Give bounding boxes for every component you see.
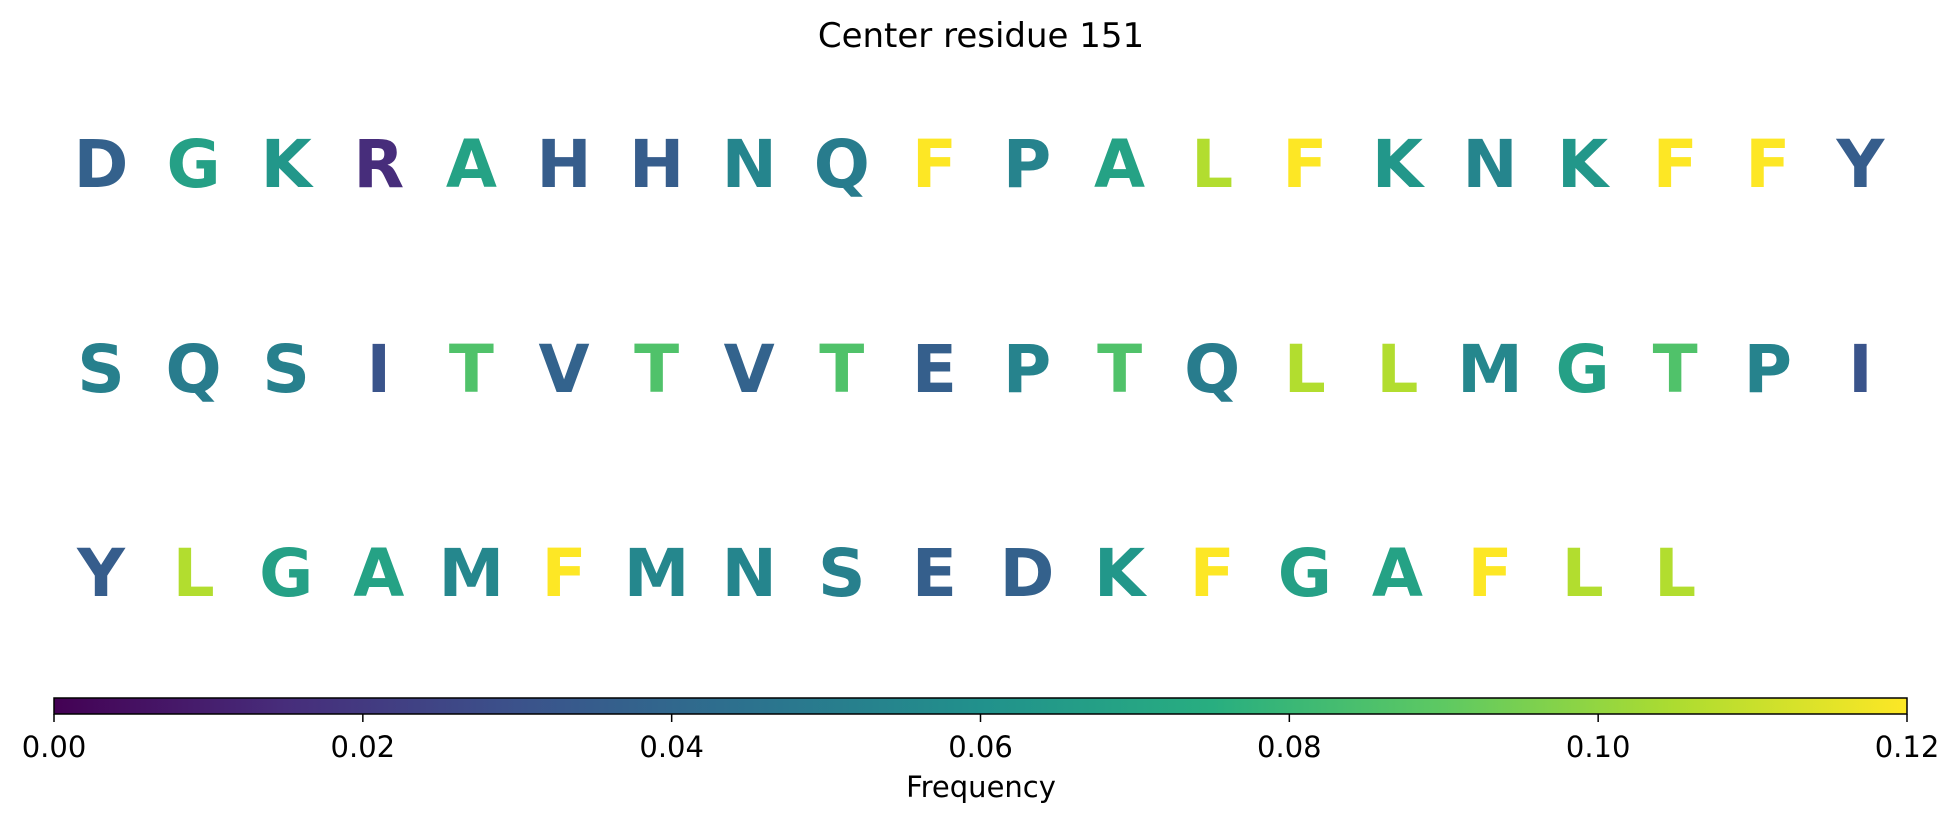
residue-letter: G bbox=[167, 126, 221, 203]
residue-letter: L bbox=[1191, 126, 1233, 203]
residue-letter: Y bbox=[1836, 126, 1886, 203]
residue-letter: I bbox=[1848, 331, 1873, 408]
colorbar-tick-label: 0.04 bbox=[639, 730, 704, 764]
residue-letter: T bbox=[634, 331, 679, 408]
residue-letter: N bbox=[722, 126, 777, 203]
residue-letter: F bbox=[912, 126, 957, 203]
residue-letter: L bbox=[173, 535, 215, 612]
residue-letter: Q bbox=[1184, 331, 1240, 408]
residue-letter: L bbox=[1562, 535, 1604, 612]
residue-letter: H bbox=[629, 126, 684, 203]
residue-letter: F bbox=[1190, 535, 1235, 612]
residue-letter: T bbox=[1653, 331, 1698, 408]
residue-letter: A bbox=[353, 535, 404, 612]
residue-letter: V bbox=[538, 331, 589, 408]
residue-letter: A bbox=[1094, 126, 1145, 203]
residue-letter: F bbox=[1282, 126, 1327, 203]
residue-letter: T bbox=[1097, 331, 1142, 408]
residue-letter: E bbox=[912, 535, 957, 612]
residue-letter: A bbox=[1372, 535, 1423, 612]
colorbar-tick-label: 0.00 bbox=[22, 730, 87, 764]
residue-letter: G bbox=[1278, 535, 1332, 612]
colorbar-label: Frequency bbox=[906, 770, 1056, 804]
chart-title: Center residue 151 bbox=[818, 16, 1144, 56]
colorbar-tick-label: 0.10 bbox=[1566, 730, 1631, 764]
residue-letter: K bbox=[1557, 126, 1611, 203]
residue-letter: T bbox=[449, 331, 494, 408]
residue-letter: K bbox=[1094, 535, 1148, 612]
residue-letter: V bbox=[724, 331, 775, 408]
residue-letter: T bbox=[819, 331, 864, 408]
residue-letter: L bbox=[1376, 331, 1418, 408]
residue-letter: F bbox=[541, 535, 586, 612]
residue-letter: A bbox=[446, 126, 497, 203]
residue-letter: Q bbox=[166, 331, 222, 408]
residue-letter: S bbox=[818, 535, 866, 612]
residue-letter: E bbox=[912, 331, 957, 408]
residue-letter: P bbox=[1744, 331, 1792, 408]
residue-letter: R bbox=[353, 126, 404, 203]
colorbar-tick-label: 0.12 bbox=[1875, 730, 1940, 764]
residue-letter: I bbox=[367, 331, 392, 408]
residue-letter: N bbox=[1462, 126, 1517, 203]
colorbar-tick-label: 0.06 bbox=[948, 730, 1013, 764]
residue-letter: F bbox=[1745, 126, 1790, 203]
residue-letter: D bbox=[74, 126, 129, 203]
residue-letter: M bbox=[624, 535, 690, 612]
residue-letter: F bbox=[1467, 535, 1512, 612]
residue-letter: L bbox=[1284, 331, 1326, 408]
colorbar bbox=[53, 697, 1908, 715]
colorbar-ticks: 0.00 0.02 0.04 0.06 0.08 0.10 0.12 bbox=[22, 714, 1940, 764]
residue-letter: G bbox=[1556, 331, 1610, 408]
residue-letter: G bbox=[259, 535, 313, 612]
residue-letter: Y bbox=[76, 535, 126, 612]
residue-letter: K bbox=[261, 126, 315, 203]
colorbar-tick-label: 0.02 bbox=[331, 730, 396, 764]
residue-letter: M bbox=[439, 535, 505, 612]
residue-letter: S bbox=[262, 331, 310, 408]
residue-letter: L bbox=[1654, 535, 1696, 612]
residue-letter: S bbox=[77, 331, 125, 408]
residue-letter: H bbox=[536, 126, 591, 203]
residue-letter: P bbox=[1003, 126, 1051, 203]
letter-grid: D G K R A H H N Q F P A L F K N K F F YS Q S I T V T V T E P T Q L L M G T P I… bbox=[74, 126, 1886, 612]
residue-letter: P bbox=[1003, 331, 1051, 408]
residue-letter: N bbox=[722, 535, 777, 612]
colorbar-tick-label: 0.08 bbox=[1257, 730, 1322, 764]
residue-letter: K bbox=[1372, 126, 1426, 203]
residue-letter: Q bbox=[814, 126, 870, 203]
residue-letter: F bbox=[1653, 126, 1698, 203]
residue-letter: D bbox=[1000, 535, 1055, 612]
residue-letter: M bbox=[1457, 331, 1523, 408]
